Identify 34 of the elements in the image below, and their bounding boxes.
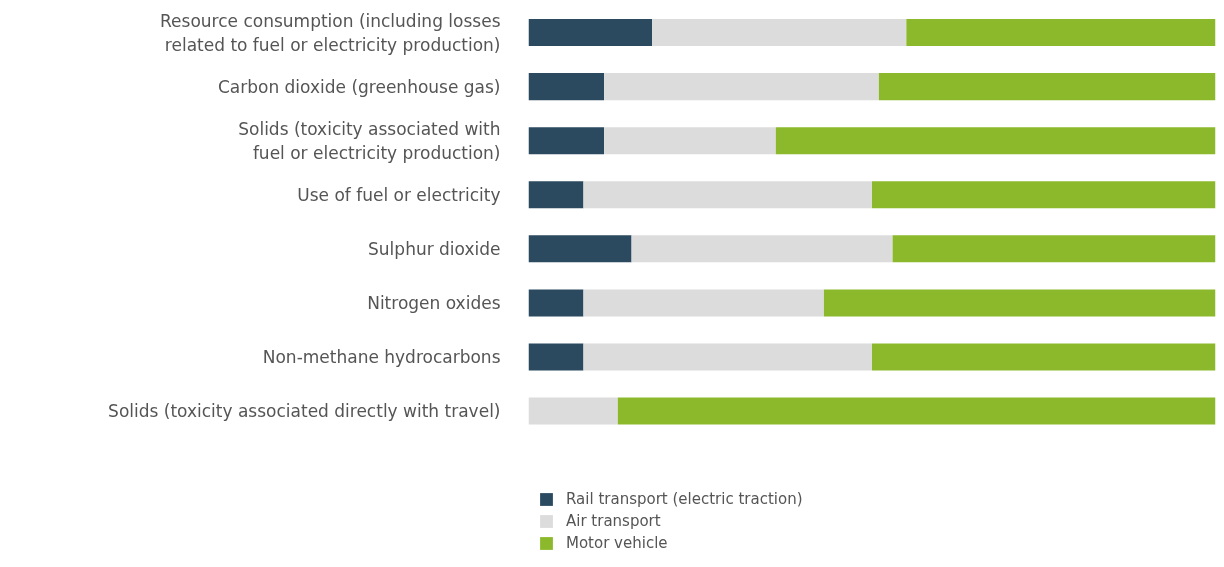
y-tick-label: Resource consumption (including losses related to fuel or electricity production) (160, 10, 501, 55)
bar (583, 289, 824, 317)
bar (528, 127, 605, 155)
bar (892, 235, 1216, 263)
bar (528, 19, 653, 47)
bar (528, 397, 618, 425)
bar (631, 235, 893, 263)
bar (528, 235, 632, 263)
bar (872, 181, 1216, 209)
bar (872, 343, 1216, 371)
bar (775, 127, 1216, 155)
legend-label: Rail transport (electric traction) (566, 490, 803, 508)
y-tick-label: Solids (toxicity associated with fuel or electricity production) (238, 118, 501, 163)
bar (583, 181, 872, 209)
y-tick-label: Non-methane hydrocarbons (262, 347, 501, 367)
y-tick-label: Use of fuel or electricity (297, 184, 501, 205)
bar (528, 289, 584, 317)
y-tick-label: Sulphur dioxide (368, 238, 501, 259)
bar (528, 343, 584, 371)
bar (823, 289, 1216, 317)
bar (906, 19, 1216, 47)
bar (652, 19, 907, 47)
y-tick-label: Nitrogen oxides (367, 292, 501, 313)
legend-label: Motor vehicle (566, 534, 668, 552)
legend-label: Air transport (566, 512, 661, 530)
bar (617, 397, 1216, 425)
bar (528, 181, 584, 209)
bar (604, 73, 879, 101)
y-tick-label: Carbon dioxide (greenhouse gas) (217, 76, 501, 97)
y-tick-label: Solids (toxicity associated directly with travel) (108, 401, 501, 422)
bar (583, 343, 872, 371)
bar (878, 73, 1216, 101)
bar (604, 127, 776, 155)
bar (528, 73, 605, 101)
